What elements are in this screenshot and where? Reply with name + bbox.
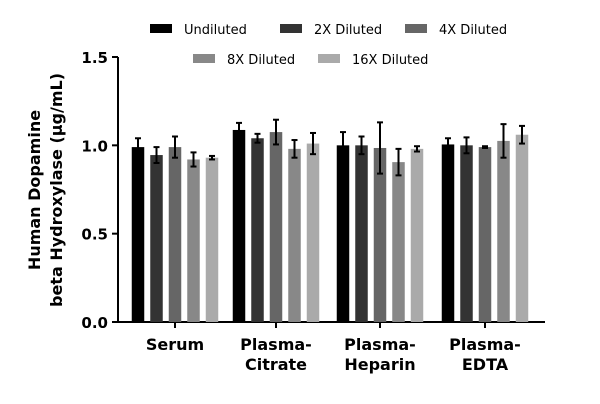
legend-label: 4X Diluted [439, 23, 507, 38]
bar [336, 145, 350, 322]
y-tick-label: 0.5 [81, 226, 108, 244]
bar [205, 157, 219, 322]
bar [232, 129, 246, 322]
legend-swatch [193, 54, 215, 63]
legend-swatch [280, 24, 302, 33]
bar [441, 144, 455, 322]
legend-swatch [150, 24, 172, 33]
bar [460, 145, 473, 322]
bar [410, 148, 424, 322]
bar [478, 147, 492, 322]
bar [355, 145, 368, 322]
y-axis-label: Human Dopamine [25, 110, 44, 270]
x-tick-label: Plasma- [449, 335, 521, 354]
bar [306, 143, 320, 322]
bar [187, 159, 200, 322]
y-tick-label: 0.0 [81, 314, 108, 332]
x-tick-label: Citrate [245, 355, 307, 374]
bar [288, 148, 301, 322]
bar [150, 155, 163, 322]
bar [392, 162, 405, 322]
legend-label: 2X Diluted [314, 23, 382, 38]
x-tick-label: Plasma- [240, 335, 312, 354]
bar [497, 140, 510, 322]
bar [515, 134, 529, 322]
x-tick-label: Serum [146, 335, 204, 354]
y-tick-label: 1.0 [81, 137, 108, 155]
legend-swatch [318, 54, 340, 63]
x-tick-label: Heparin [344, 355, 415, 374]
bar [269, 132, 283, 322]
legend-swatch [405, 24, 427, 33]
legend-label: 8X Diluted [227, 53, 295, 68]
x-tick-label: Plasma- [344, 335, 416, 354]
bar [168, 147, 182, 322]
y-axis-label: beta Hydroxylase (µg/mL) [47, 73, 66, 307]
x-tick-label: EDTA [462, 355, 509, 374]
legend-label: 16X Diluted [352, 53, 428, 68]
bar [131, 147, 145, 322]
bar [251, 138, 264, 322]
y-tick-label: 1.5 [81, 49, 108, 67]
legend-label: Undiluted [184, 23, 247, 38]
bar [373, 147, 387, 322]
